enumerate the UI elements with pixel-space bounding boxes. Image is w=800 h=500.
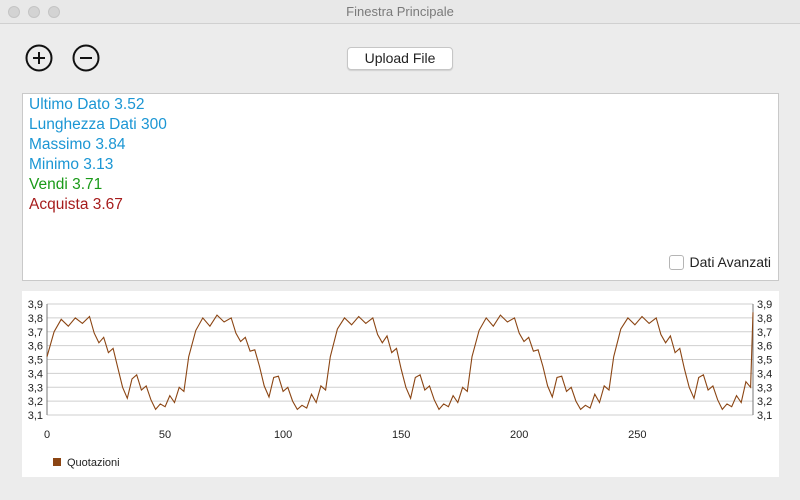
x-tick-label: 100: [274, 429, 292, 441]
quotations-chart: 3,13,23,33,43,53,63,73,83,9 3,13,23,33,4…: [28, 299, 773, 469]
y-tick-label-right: 3,4: [757, 368, 772, 380]
chart-panel: 3,1 3,2 3,3 3,4 3,5 3,6 3,7 3,8 3,9 3,1 3,2 3,3 3,4…: [22, 291, 779, 477]
y-tick-label-left: 3,5: [28, 355, 43, 367]
info-line-maximum: Massimo 3.84: [29, 136, 126, 153]
y-tick-label-left: 3,1: [28, 410, 43, 422]
plus-circle-icon: [25, 44, 53, 72]
info-line-minimum: Minimo 3.13: [29, 156, 114, 173]
legend-label-quotazioni: Quotazioni: [67, 457, 120, 469]
x-axis: 0 50 100 150 200 250: [44, 429, 647, 441]
y-tick-label-right: 3,2: [757, 396, 772, 408]
y-tick-label-right: 3,7: [757, 327, 772, 339]
legend-swatch-quotazioni: [53, 458, 61, 466]
info-line-last-value: Ultimo Dato 3.52: [29, 96, 145, 113]
y-tick-label-right: 3,9: [757, 299, 772, 311]
y-axis-left: 3,1 3,2 3,3 3,43,5 3,6 3,7 3,8 3,9: [28, 299, 48, 422]
y-tick-label-left: 3,8: [28, 313, 43, 325]
y-tick-label-right: 3,3: [757, 382, 772, 394]
upload-file-button[interactable]: Upload File: [347, 47, 453, 70]
info-line-data-length: Lunghezza Dati 300: [29, 116, 167, 133]
x-tick-label: 250: [628, 429, 646, 441]
advanced-data-toggle[interactable]: Dati Avanzati: [668, 254, 771, 270]
x-tick-label: 50: [159, 429, 171, 441]
y-tick-label-right: 3,5: [757, 355, 772, 367]
advanced-data-label: Dati Avanzati: [689, 254, 771, 270]
minimize-window-button[interactable]: [28, 6, 40, 18]
x-tick-label: 200: [510, 429, 528, 441]
x-tick-label: 150: [392, 429, 410, 441]
chart-legend: Quotazioni: [53, 457, 120, 469]
y-tick-label-left: 3,9: [28, 299, 43, 311]
series-line-quotazioni: [46, 312, 754, 411]
chart-grid: [47, 303, 753, 416]
zoom-out-button[interactable]: [72, 44, 100, 72]
y-tick-label-right: 3,8: [757, 313, 772, 325]
y-tick-label-right: 3,6: [757, 341, 772, 353]
y-axis-right: 3,1 3,2 3,3 3,43,5 3,6 3,7 3,8 3,9: [752, 299, 772, 422]
minus-circle-icon: [72, 44, 100, 72]
info-line-buy: Acquista 3.67: [29, 196, 123, 213]
info-panel: Ultimo Dato 3.52 Lunghezza Dati 300 Mass…: [22, 93, 779, 281]
y-tick-label-left: 3,7: [28, 327, 43, 339]
info-line-sell: Vendi 3.71: [29, 176, 103, 193]
y-tick-label-right: 3,1: [757, 410, 772, 422]
zoom-window-button[interactable]: [48, 6, 60, 18]
title-bar: Finestra Principale: [0, 0, 800, 24]
window-title: Finestra Principale: [346, 4, 454, 19]
advanced-data-checkbox[interactable]: [668, 254, 684, 270]
y-tick-label-left: 3,2: [28, 396, 43, 408]
zoom-in-button[interactable]: [25, 44, 53, 72]
y-tick-label-left: 3,6: [28, 341, 43, 353]
close-window-button[interactable]: [8, 6, 20, 18]
y-tick-label-left: 3,3: [28, 382, 43, 394]
y-tick-label-left: 3,4: [28, 368, 43, 380]
x-tick-label: 0: [44, 429, 50, 441]
